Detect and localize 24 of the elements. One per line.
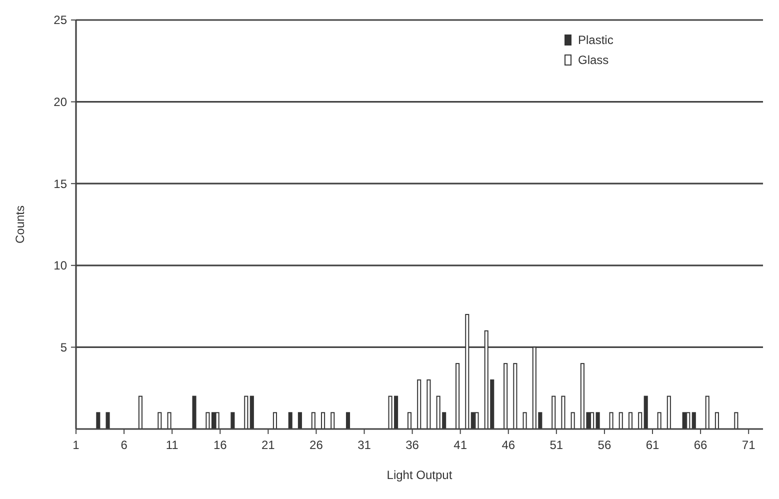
y-axis-title: Counts xyxy=(13,205,27,244)
y-tick-label: 15 xyxy=(54,176,68,191)
x-tick-label: 11 xyxy=(166,438,179,452)
y-tick-label: 10 xyxy=(54,258,68,273)
y-tick-label: 20 xyxy=(54,95,68,109)
x-tick-label: 71 xyxy=(742,438,756,452)
x-tick-label: 66 xyxy=(694,438,708,452)
x-tick-label: 16 xyxy=(213,438,228,452)
x-tick-label: 46 xyxy=(502,438,516,452)
legend-label: Glass xyxy=(578,53,609,68)
x-tick-label: 56 xyxy=(598,438,612,452)
x-axis-title: Light Output xyxy=(386,468,453,482)
y-tick-label: 25 xyxy=(54,13,68,28)
x-tick-label: 36 xyxy=(406,438,420,452)
x-tick-label: 1 xyxy=(72,438,80,452)
x-tick-label: 61 xyxy=(646,438,660,452)
y-tick-label: 5 xyxy=(60,340,68,354)
x-tick-label: 26 xyxy=(310,438,324,452)
legend-label: Plastic xyxy=(578,33,614,48)
x-tick-label: 51 xyxy=(550,438,564,452)
x-tick-label: 31 xyxy=(358,438,372,452)
x-tick-label: 6 xyxy=(120,438,128,452)
x-tick-label: 41 xyxy=(454,438,468,452)
x-tick-label: 21 xyxy=(261,438,276,452)
